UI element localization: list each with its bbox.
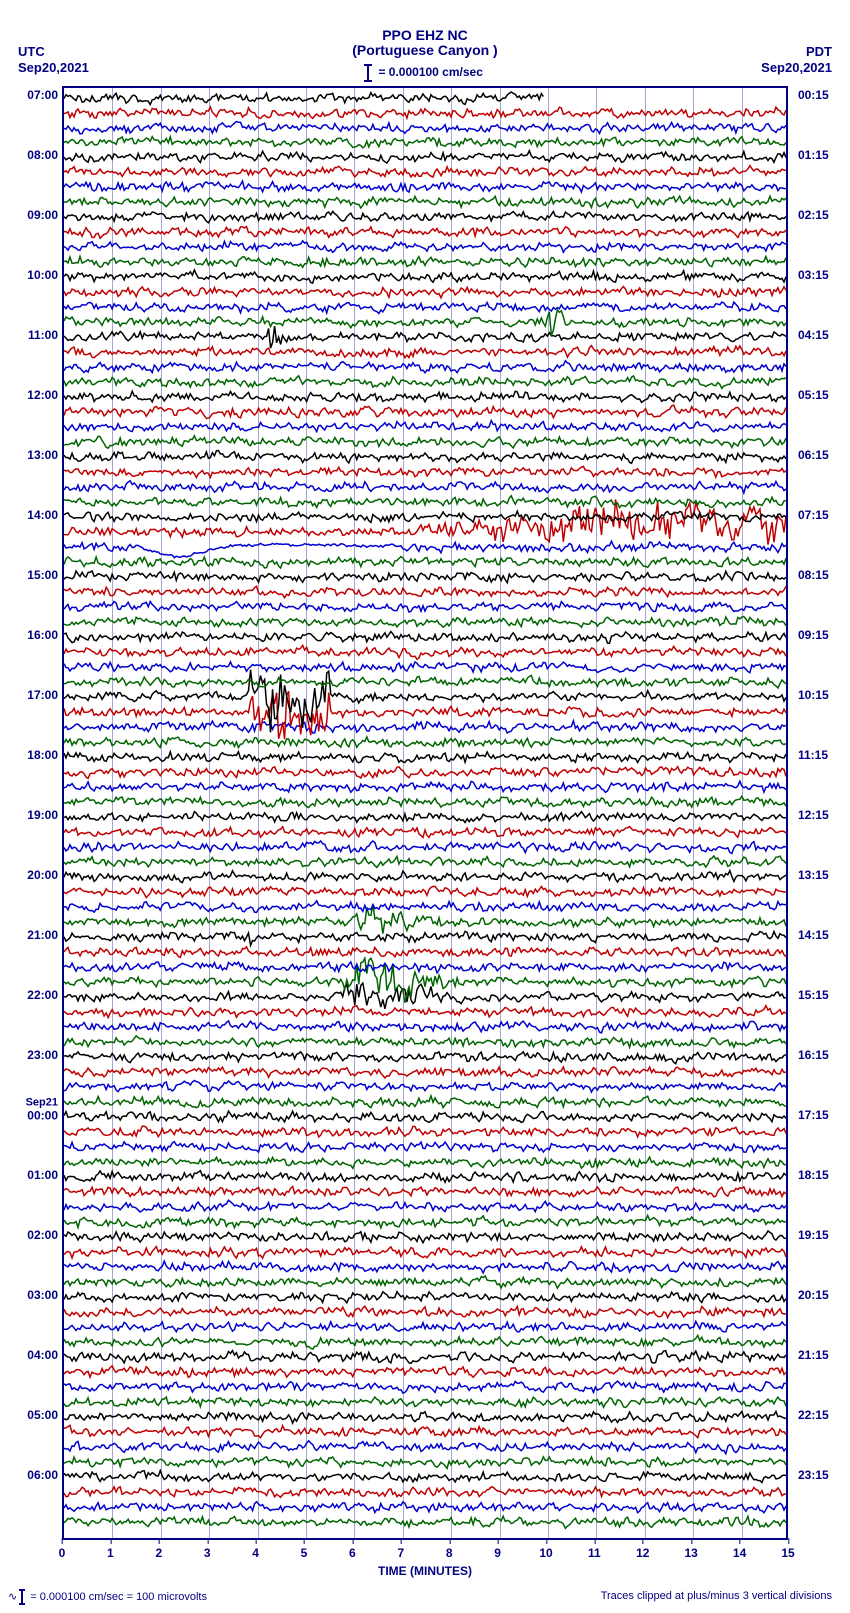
y-label: 19:00 [0,808,58,822]
scale-legend: = 0.000100 cm/sec [0,65,850,81]
seismogram-page: PPO EHZ NC (Portuguese Canyon ) = 0.0001… [0,0,850,1613]
station-code: PPO EHZ NC [0,28,850,43]
y-label: 17:00 [0,688,58,702]
y-label: 05:00 [0,1408,58,1422]
y-label: 22:00 [0,988,58,1002]
y-label: 11:15 [798,748,850,762]
x-tick: 0 [59,1546,66,1560]
y-label: 00:15 [798,88,850,102]
x-tick: 10 [539,1546,552,1560]
y-label: 19:15 [798,1228,850,1242]
plot-frame [62,86,788,1540]
y-label: 08:00 [0,148,58,162]
x-tick: 13 [685,1546,698,1560]
y-label: 13:15 [798,868,850,882]
y-label: 04:15 [798,328,850,342]
timezone-left-label: UTC [18,44,45,59]
scale-bar-icon [367,65,369,81]
y-label: 21:00 [0,928,58,942]
y-label: 08:15 [798,568,850,582]
x-tick: 6 [349,1546,356,1560]
y-label: 17:15 [798,1108,850,1122]
x-tick: 8 [446,1546,453,1560]
footer-scale-bar-icon [21,1590,23,1604]
x-tick: 2 [155,1546,162,1560]
y-label: 12:00 [0,388,58,402]
y-axis-right: 00:15 01:15 02:15 03:15 04:15 05:15 06:15 07:15… [792,86,850,1540]
x-tick: 1 [107,1546,114,1560]
y-label: 10:15 [798,688,850,702]
y-label: 18:15 [798,1168,850,1182]
station-name: (Portuguese Canyon ) [0,43,850,58]
x-tick: 9 [494,1546,501,1560]
y-label: 01:00 [0,1168,58,1182]
y-label: 20:15 [798,1288,850,1302]
y-label: 11:00 [0,328,58,342]
x-tick: 15 [781,1546,794,1560]
date-left-label: Sep20,2021 [18,60,89,75]
y-axis-left: 07:00 08:00 09:00 10:00 11:00 12:00 13:00 14:00… [0,86,58,1540]
y-label: 16:15 [798,1048,850,1062]
y-label: 14:15 [798,928,850,942]
y-label: 13:00 [0,448,58,462]
y-label: 20:00 [0,868,58,882]
y-label: 23:00 [0,1048,58,1062]
y-label: 06:00 [0,1468,58,1482]
timezone-right-label: PDT [806,44,832,59]
y-label: 04:00 [0,1348,58,1362]
traces-container [64,88,786,1538]
y-label: 09:15 [798,628,850,642]
y-label: Sep2100:00 [0,1097,58,1122]
y-label: 03:15 [798,268,850,282]
x-tick: 12 [636,1546,649,1560]
y-label: 22:15 [798,1408,850,1422]
y-label: 12:15 [798,808,850,822]
x-tick: 5 [301,1546,308,1560]
y-label: 02:00 [0,1228,58,1242]
y-label: 23:15 [798,1468,850,1482]
y-label: 14:00 [0,508,58,522]
y-label: 18:00 [0,748,58,762]
y-label: 21:15 [798,1348,850,1362]
x-tick: 14 [733,1546,746,1560]
x-tick: 7 [397,1546,404,1560]
y-label: 15:00 [0,568,58,582]
title-block: PPO EHZ NC (Portuguese Canyon ) = 0.0001… [0,28,850,81]
x-tick: 11 [588,1546,601,1560]
y-label: 07:15 [798,508,850,522]
y-label: 15:15 [798,988,850,1002]
trace [64,88,786,142]
y-label: 02:15 [798,208,850,222]
y-label: 06:15 [798,448,850,462]
x-tick: 3 [204,1546,211,1560]
y-label: 05:15 [798,388,850,402]
y-label: 16:00 [0,628,58,642]
y-label: 01:15 [798,148,850,162]
y-label: 03:00 [0,1288,58,1302]
y-label: 10:00 [0,268,58,282]
date-right-label: Sep20,2021 [761,60,832,75]
footer-left: ∿ = 0.000100 cm/sec = 100 microvolts [8,1590,207,1604]
footer-right: Traces clipped at plus/minus 3 vertical … [601,1590,832,1602]
y-label: 07:00 [0,88,58,102]
scale-text: = 0.000100 cm/sec [375,65,483,79]
x-tick: 4 [252,1546,259,1560]
y-label: 09:00 [0,208,58,222]
x-axis-title: TIME (MINUTES) [62,1564,788,1578]
